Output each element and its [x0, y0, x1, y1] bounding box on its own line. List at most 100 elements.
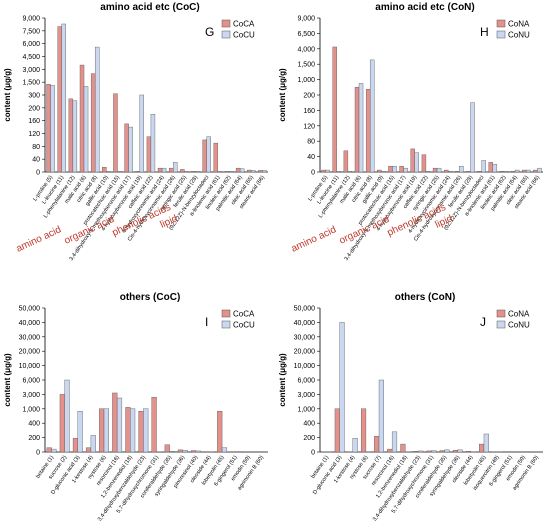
bar	[77, 411, 83, 453]
bar	[343, 150, 349, 173]
bar	[354, 87, 360, 173]
y-tick-label: 160	[303, 108, 315, 115]
bar	[381, 171, 386, 173]
y-tick-label: 120	[28, 131, 40, 138]
bar	[413, 451, 419, 453]
y-tick-label: 400	[303, 421, 315, 428]
bar	[481, 160, 486, 173]
bar	[90, 73, 96, 173]
bar	[113, 93, 118, 173]
panel-label: J	[480, 315, 486, 329]
legend-label: CoCU	[233, 31, 255, 40]
y-tick-label: 10,000	[294, 363, 316, 370]
y-tick-label: 3,000	[297, 392, 315, 399]
y-tick-label: 4,000	[297, 46, 315, 53]
bar	[169, 451, 175, 453]
bar	[90, 435, 96, 453]
y-tick-label: 200	[28, 435, 40, 442]
bar	[182, 450, 188, 453]
panel-label: G	[205, 25, 214, 39]
y-tick-label: 6,500	[297, 31, 315, 38]
bar	[103, 408, 109, 453]
legend-label: CoCU	[233, 321, 255, 330]
legend-swatch	[221, 320, 231, 329]
bar	[492, 164, 498, 173]
bar	[202, 139, 207, 173]
bar	[332, 46, 337, 173]
bar	[169, 167, 174, 173]
bar	[414, 152, 419, 173]
bar	[325, 169, 330, 173]
bar	[365, 89, 371, 173]
bar	[251, 170, 256, 173]
bar	[217, 411, 223, 453]
legend-label: CoNA	[508, 20, 530, 29]
bar	[465, 451, 472, 453]
bar	[339, 322, 345, 453]
y-tick-label: 9,000	[22, 16, 40, 23]
y-tick-label: 50,000	[294, 306, 316, 313]
bar	[190, 450, 197, 453]
bar	[499, 171, 505, 173]
bar	[68, 98, 74, 173]
bar	[391, 431, 398, 453]
bar	[374, 435, 380, 453]
y-tick-label: 1,500	[22, 80, 40, 87]
legend-swatch	[221, 30, 231, 39]
y-tick-label: 80	[307, 139, 315, 146]
y-tick-label: 10,000	[19, 363, 41, 370]
bar	[106, 171, 111, 173]
bar	[537, 167, 542, 173]
bar	[125, 407, 131, 453]
bar	[378, 379, 384, 453]
y-tick-label: 400	[28, 421, 40, 428]
bar	[224, 171, 230, 173]
bar	[336, 171, 341, 173]
bar	[247, 169, 252, 173]
panel-label: I	[205, 315, 208, 329]
bar	[206, 136, 211, 173]
bar	[432, 167, 438, 173]
bar	[258, 170, 263, 173]
bar	[477, 171, 482, 173]
y-tick-label: 30,000	[19, 334, 41, 341]
y-tick-label: 120	[303, 123, 315, 130]
bar	[392, 166, 397, 173]
bar	[150, 114, 156, 173]
bar	[388, 166, 393, 173]
chart-title: others (CoN)	[395, 292, 456, 303]
bar	[526, 169, 531, 173]
bar	[135, 171, 140, 173]
y-tick-label: 9,000	[297, 16, 315, 23]
y-tick-label: 3,000	[22, 392, 40, 399]
y-tick-label: 40	[307, 154, 315, 161]
legend-swatch	[221, 19, 231, 28]
bar	[59, 394, 65, 453]
bar	[452, 450, 458, 453]
bar	[418, 450, 424, 453]
bar	[64, 379, 70, 453]
bar	[164, 444, 170, 453]
chart-title: amino acid etc (CoN)	[375, 2, 474, 13]
bar	[128, 126, 133, 173]
bar	[130, 408, 136, 453]
bar	[99, 408, 105, 453]
bar	[143, 408, 149, 453]
bar	[522, 169, 527, 173]
bar	[157, 167, 163, 173]
bar	[151, 397, 157, 453]
legend-swatch	[496, 309, 506, 318]
bar	[239, 168, 245, 173]
bar	[262, 170, 267, 173]
y-tick-label: 3,000	[22, 67, 40, 74]
bar	[46, 447, 52, 453]
y-tick-label: 20,000	[19, 349, 41, 356]
bar	[488, 162, 494, 173]
y-axis-label: content (μg/g)	[3, 353, 12, 407]
y-tick-label: 0	[311, 170, 315, 177]
group-label: amino acid	[15, 224, 63, 254]
chart-title: amino acid etc (CoC)	[100, 2, 199, 13]
bar	[483, 433, 489, 453]
bar	[161, 167, 167, 173]
bar	[479, 443, 485, 453]
